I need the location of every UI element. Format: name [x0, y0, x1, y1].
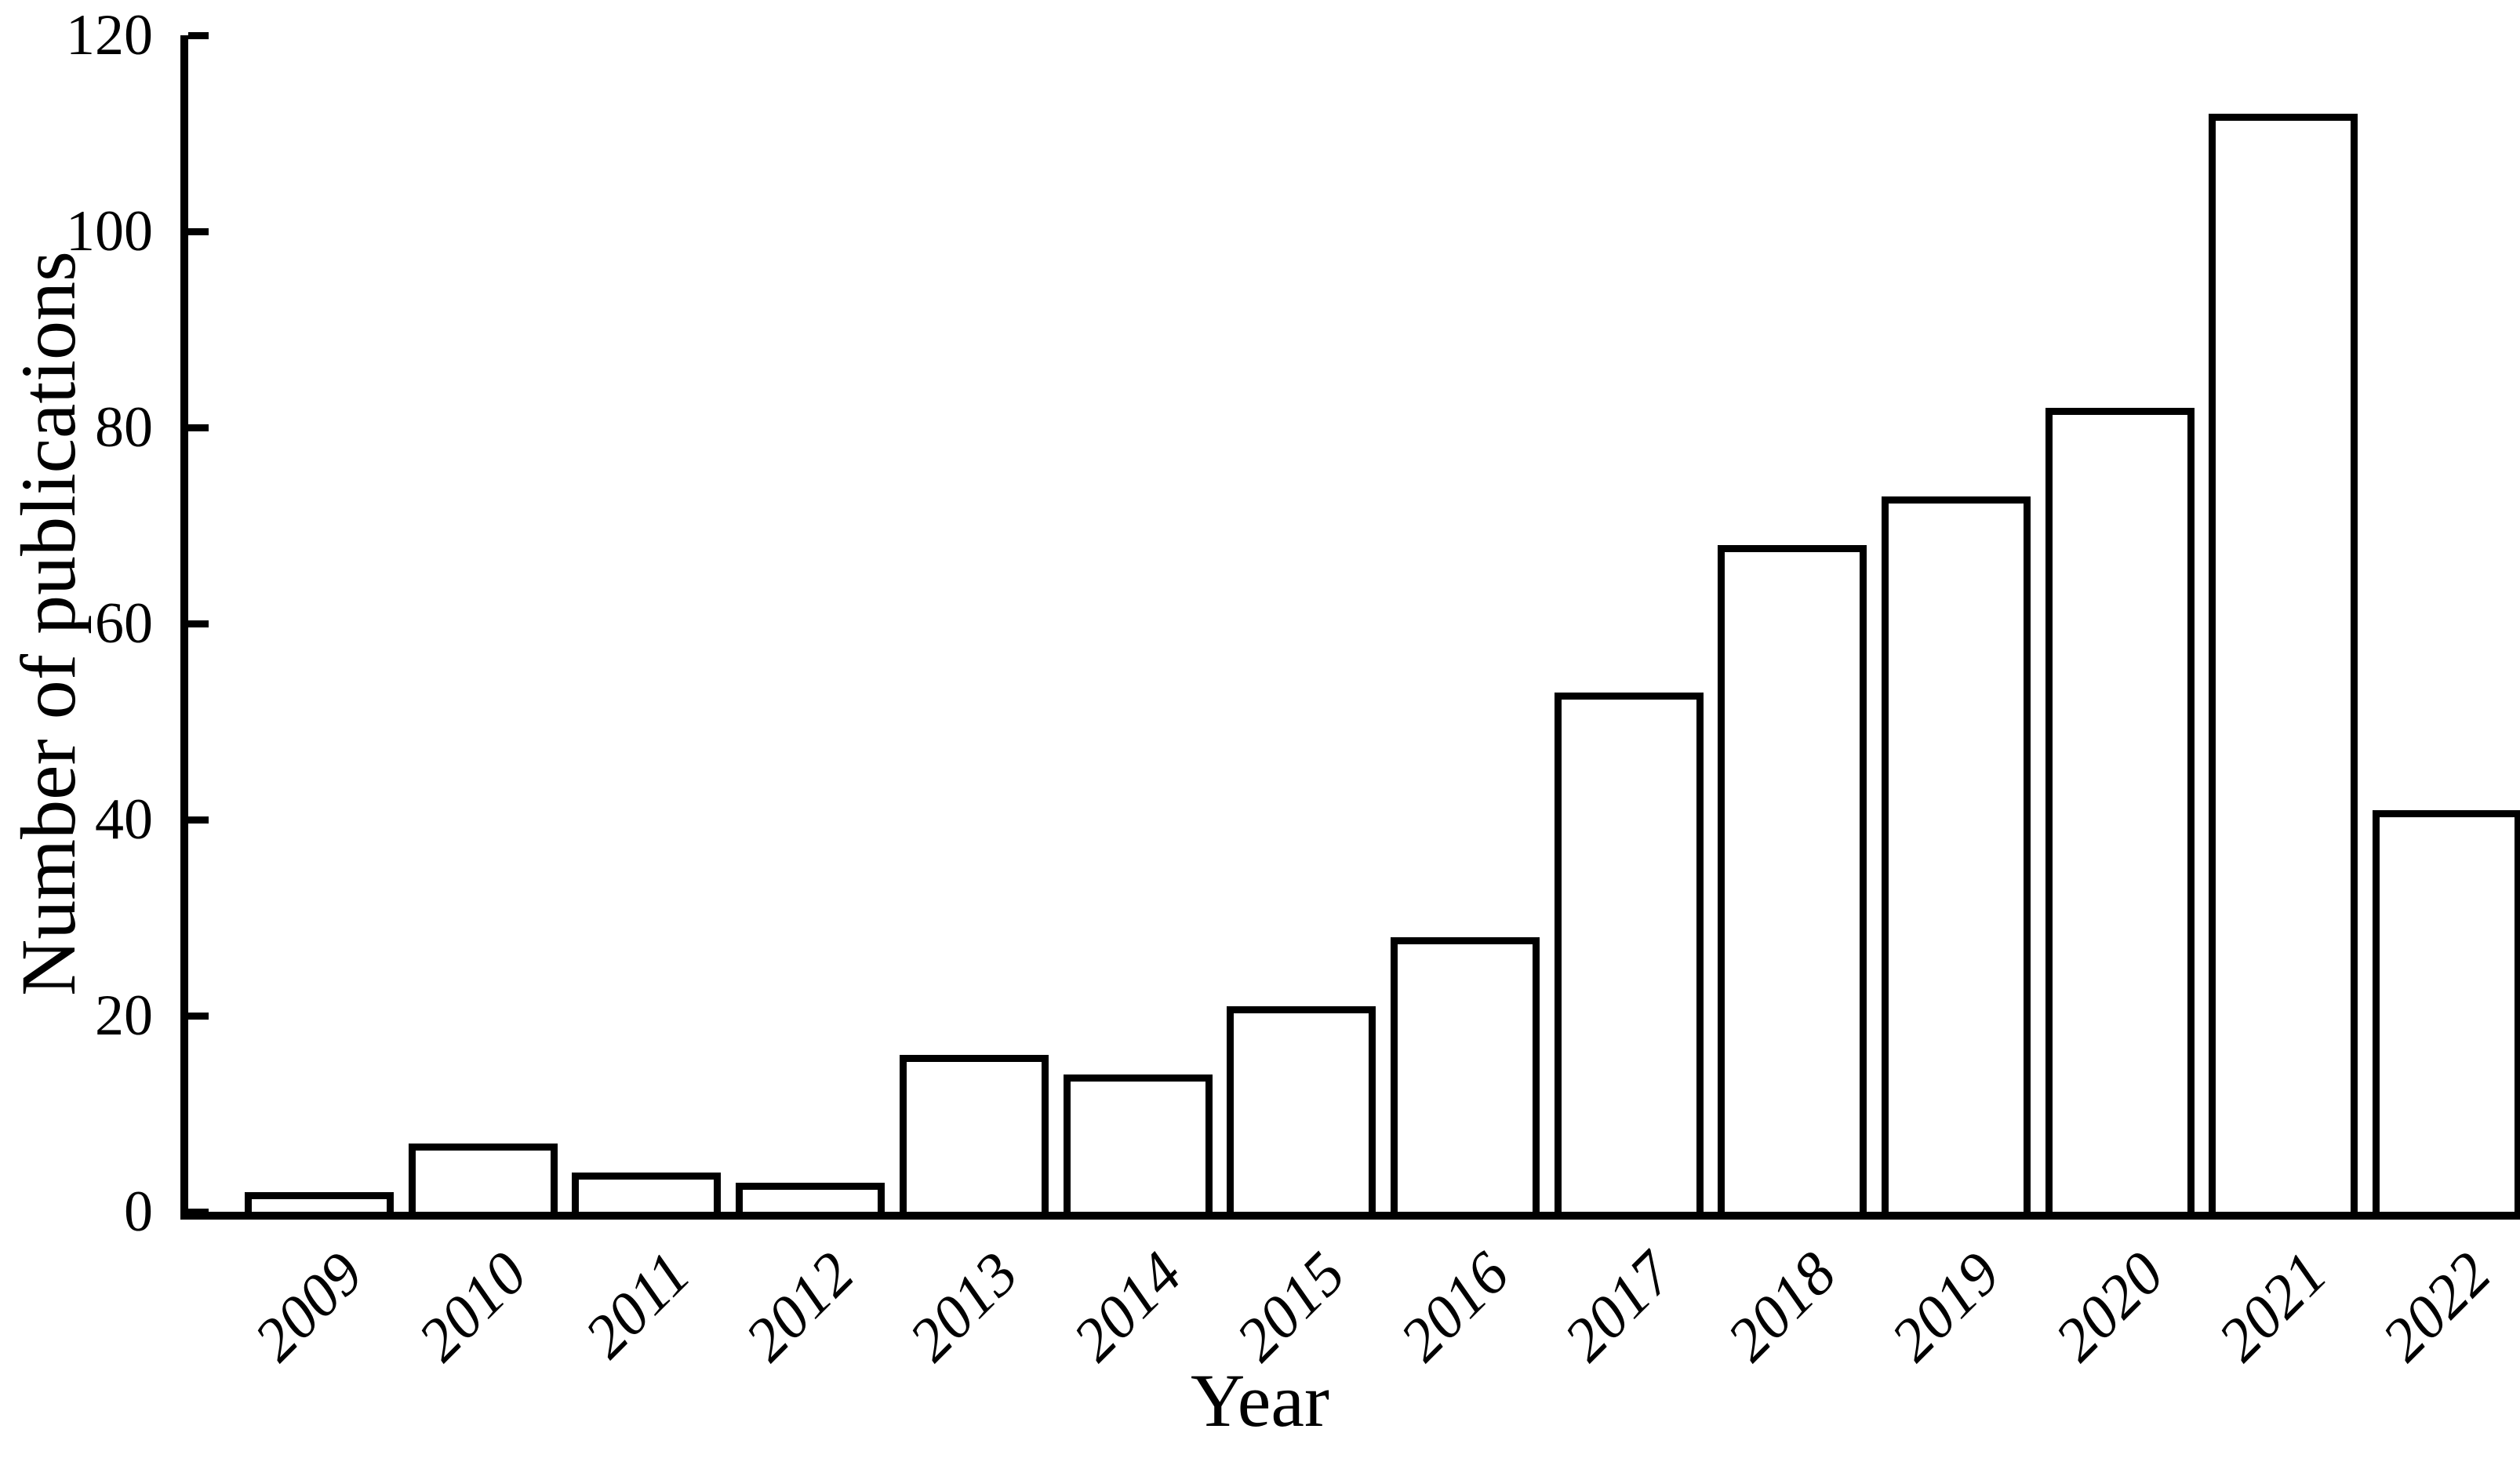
x-tick-label: 2019: [1878, 1238, 2013, 1374]
y-tick-label: 100: [66, 199, 153, 264]
x-tick-label: 2020: [2041, 1238, 2176, 1374]
bar-2017: [1554, 692, 1704, 1212]
x-tick-label: 2022: [2369, 1238, 2504, 1374]
bar-2021: [2209, 114, 2358, 1212]
x-tick-label: 2014: [1059, 1238, 1195, 1374]
bar-2012: [736, 1182, 885, 1212]
x-tick-label: 2021: [2205, 1238, 2340, 1374]
x-tick-label: 2015: [1223, 1238, 1358, 1374]
x-tick-label: 2016: [1387, 1238, 1522, 1374]
y-tick-mark: [188, 424, 209, 431]
bar-2011: [572, 1173, 722, 1212]
bar-2020: [2045, 408, 2195, 1212]
y-tick-label: 40: [95, 787, 153, 853]
bar-2015: [1227, 1005, 1376, 1212]
y-tick-mark: [188, 227, 209, 235]
x-tick-label: 2013: [895, 1238, 1031, 1374]
x-tick-label: 2017: [1550, 1238, 1685, 1374]
bar-2018: [1718, 545, 1867, 1212]
x-tick-label: 2011: [571, 1238, 704, 1371]
x-tick-label: 2012: [732, 1238, 867, 1374]
y-tick-label: 0: [124, 1180, 153, 1244]
bar-2022: [2373, 809, 2520, 1212]
x-tick-label: 2009: [241, 1238, 376, 1374]
y-tick-label: 80: [95, 395, 153, 460]
bar-2014: [1063, 1074, 1213, 1212]
y-tick-mark: [188, 1208, 209, 1216]
y-tick-mark: [188, 31, 209, 39]
y-tick-mark: [188, 620, 209, 627]
y-tick-label: 60: [95, 591, 153, 656]
x-axis-title: Year: [1191, 1358, 1329, 1442]
plot-area: 0 20 40 60 80 100 120 2009 2010 2011 2012 2013 2014 2…: [66, 6, 2520, 1373]
bar-2009: [245, 1192, 394, 1212]
y-tick-label: 20: [95, 984, 153, 1049]
y-tick-mark: [188, 816, 209, 824]
bar-2010: [408, 1143, 558, 1212]
bar-2016: [1390, 937, 1540, 1212]
x-tick-label: 2018: [1714, 1238, 1849, 1374]
bar-2019: [1882, 496, 2031, 1212]
y-tick-mark: [188, 1012, 209, 1020]
y-tick-label: 120: [66, 3, 153, 67]
x-tick-label: 2010: [404, 1238, 540, 1374]
bar-2013: [899, 1055, 1049, 1212]
